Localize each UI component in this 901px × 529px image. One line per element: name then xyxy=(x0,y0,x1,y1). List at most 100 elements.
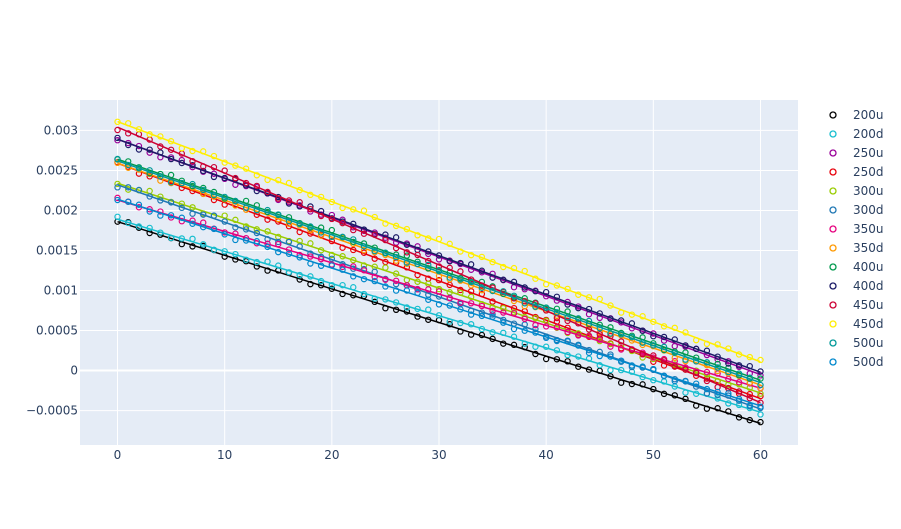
point-400d xyxy=(596,310,603,317)
point-450d xyxy=(735,351,743,358)
point-350u xyxy=(414,286,421,293)
point-350u xyxy=(478,302,486,310)
point-250d xyxy=(328,237,336,245)
legend-label: 250u xyxy=(853,146,884,160)
point-450u xyxy=(189,157,196,165)
point-500u xyxy=(607,330,614,337)
point-500u xyxy=(457,276,464,283)
point-200u xyxy=(575,363,582,370)
point-500d xyxy=(542,334,550,342)
point-500d xyxy=(489,313,496,320)
point-250u xyxy=(596,314,603,322)
point-450d xyxy=(425,235,432,242)
legend-label: 450u xyxy=(853,298,884,312)
series-200u xyxy=(114,218,764,426)
legend-item-300d[interactable]: 300d xyxy=(829,203,884,217)
point-200d xyxy=(575,353,582,360)
legend-item-450u[interactable]: 450u xyxy=(829,298,884,312)
point-200u xyxy=(350,292,357,299)
point-400u xyxy=(553,305,561,313)
point-500d xyxy=(500,319,507,326)
point-200d xyxy=(146,224,153,232)
point-200d xyxy=(500,329,507,337)
point-200u xyxy=(682,395,689,403)
point-200u xyxy=(564,358,571,365)
point-500u xyxy=(200,186,207,194)
point-300u xyxy=(382,264,389,271)
point-500d xyxy=(478,312,486,320)
legend-marker xyxy=(829,225,837,233)
legend-item-400u[interactable]: 400u xyxy=(829,260,884,274)
legend-marker xyxy=(829,111,837,119)
point-300d xyxy=(275,238,282,246)
point-500d xyxy=(317,262,325,270)
legend-item-500d[interactable]: 500d xyxy=(829,355,884,369)
point-500u xyxy=(253,206,261,214)
point-200d xyxy=(403,304,411,311)
point-400u xyxy=(403,252,411,259)
point-500d xyxy=(350,273,357,280)
point-450d xyxy=(189,147,196,155)
point-450d xyxy=(392,222,400,230)
point-300d xyxy=(210,212,218,219)
point-400d xyxy=(542,288,550,296)
point-450u xyxy=(660,357,668,364)
legend-item-250u[interactable]: 250u xyxy=(829,146,884,160)
point-200u xyxy=(307,280,314,288)
point-200u xyxy=(607,373,614,380)
point-500u xyxy=(585,317,593,325)
point-300u xyxy=(435,285,443,293)
point-200u xyxy=(425,316,432,323)
point-350d xyxy=(200,190,207,198)
point-400d xyxy=(457,259,464,267)
point-400d xyxy=(392,234,400,241)
point-500d xyxy=(135,201,143,208)
point-500u xyxy=(157,173,164,180)
point-450u xyxy=(542,307,550,314)
point-450u xyxy=(692,369,700,377)
point-450u xyxy=(242,179,250,187)
point-350u xyxy=(703,368,711,376)
point-200u xyxy=(414,313,421,320)
legend-item-300u[interactable]: 300u xyxy=(829,184,884,198)
point-450d xyxy=(500,263,507,271)
point-200d xyxy=(532,343,539,350)
legend-item-350u[interactable]: 350u xyxy=(829,222,884,236)
point-300u xyxy=(328,251,336,259)
point-400d xyxy=(210,173,218,181)
legend-item-200u[interactable]: 200u xyxy=(829,108,884,122)
point-400d xyxy=(178,159,186,167)
point-500u xyxy=(167,179,175,186)
point-500u xyxy=(542,304,550,311)
point-450u xyxy=(360,230,368,237)
legend-item-500u[interactable]: 500u xyxy=(829,336,884,350)
x-axis-ticks: 0 10 20 30 40 50 60 xyxy=(114,448,768,462)
point-300u xyxy=(500,304,507,312)
point-300d xyxy=(232,224,239,231)
point-450u xyxy=(264,188,271,196)
point-250u xyxy=(757,372,764,379)
point-200d xyxy=(232,250,239,258)
legend[interactable]: 200u 200d 250u 250d 300u 300d 350u 350d 400u 400d… xyxy=(829,108,884,369)
point-350u xyxy=(575,332,582,339)
point-350u xyxy=(275,240,282,248)
point-500u xyxy=(382,249,389,256)
point-500d xyxy=(232,236,239,244)
point-400d xyxy=(350,220,357,228)
point-500d xyxy=(178,214,186,221)
point-500u xyxy=(746,374,753,381)
legend-item-200d[interactable]: 200d xyxy=(829,127,884,141)
point-350u xyxy=(317,255,325,263)
point-500d xyxy=(414,289,421,297)
point-200d xyxy=(521,340,528,347)
legend-item-350d[interactable]: 350d xyxy=(829,241,884,255)
legend-item-400d[interactable]: 400d xyxy=(829,279,884,293)
point-400d xyxy=(660,333,668,341)
point-200u xyxy=(714,405,721,412)
point-500u xyxy=(371,247,378,255)
point-500d xyxy=(660,372,668,380)
legend-marker xyxy=(829,282,837,290)
legend-item-250d[interactable]: 250d xyxy=(829,165,884,179)
legend-item-450d[interactable]: 450d xyxy=(829,317,884,331)
point-450u xyxy=(682,366,689,373)
